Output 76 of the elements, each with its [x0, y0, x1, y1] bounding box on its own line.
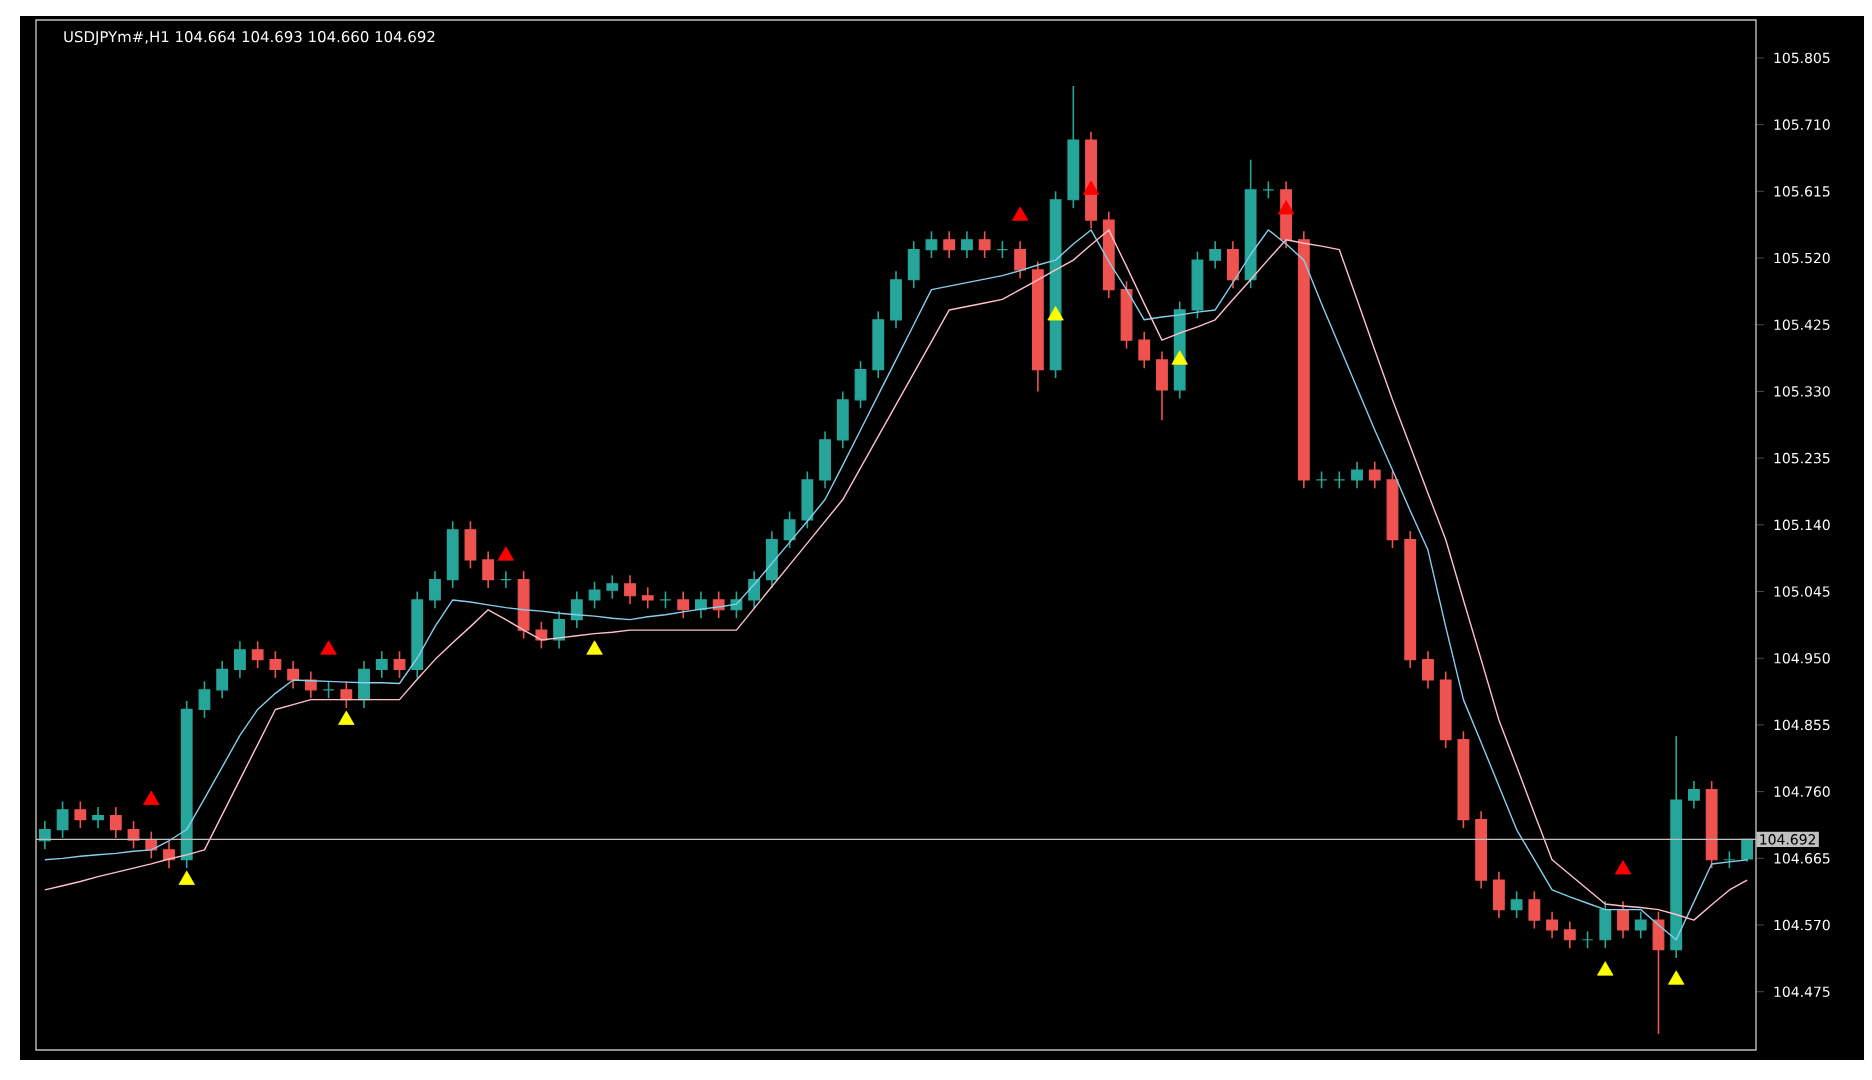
candlestick [1156, 350, 1168, 421]
point [1047, 306, 1064, 321]
candlestick [56, 800, 69, 839]
candlestick [1546, 910, 1558, 940]
candlestick [38, 820, 51, 850]
candlestick [624, 574, 636, 605]
candlestick [1563, 920, 1576, 949]
candlestick [358, 660, 370, 709]
candlestick [836, 390, 849, 450]
point [178, 870, 195, 885]
candlestick [340, 680, 353, 709]
candlestick [499, 570, 512, 589]
candlestick [890, 270, 902, 330]
candlestick [393, 650, 406, 679]
candlestick [1138, 330, 1151, 370]
candlestick [92, 806, 104, 829]
candlestick [677, 590, 690, 619]
point [497, 546, 515, 561]
point [1011, 206, 1029, 221]
candlestick [553, 610, 566, 650]
candlestick [570, 590, 583, 629]
point [586, 640, 603, 655]
candlestick [429, 570, 441, 610]
candlestick [234, 640, 246, 679]
candlestick [1617, 900, 1629, 940]
candlestick [1492, 870, 1505, 919]
candlestick [464, 520, 477, 570]
candlestick [819, 430, 831, 490]
candlestick [943, 230, 956, 259]
candlestick [907, 240, 920, 289]
candlestick [1634, 910, 1647, 940]
candlestick [961, 230, 973, 259]
candlestick [1688, 780, 1700, 810]
candlestick [251, 640, 264, 669]
candlestick [748, 570, 761, 610]
point [320, 640, 337, 655]
candlestick [925, 230, 938, 259]
candlestick [163, 840, 175, 869]
candlestick [304, 670, 317, 700]
candlestick [801, 470, 814, 530]
point [1171, 350, 1188, 365]
candlestick [269, 650, 282, 679]
candlestick [1226, 240, 1239, 289]
candlestick [1510, 890, 1523, 919]
candlestick [1351, 460, 1363, 490]
candlestick [695, 590, 707, 619]
point [143, 790, 160, 805]
candlestick [1014, 240, 1027, 280]
candlestick [375, 650, 388, 679]
point [338, 710, 355, 725]
candlestick [1368, 460, 1381, 490]
point [1668, 970, 1685, 985]
candlestick [74, 800, 87, 829]
candlestick [783, 510, 796, 549]
candlestick [535, 620, 548, 650]
candlestick [606, 574, 619, 600]
candlestick [854, 360, 867, 410]
point [1277, 200, 1295, 215]
point [1082, 180, 1100, 195]
point [1597, 961, 1614, 976]
candlestick [1528, 890, 1541, 930]
candlestick [978, 230, 991, 259]
candlestick [1422, 650, 1434, 690]
candlestick [641, 586, 654, 610]
candlestick [1652, 910, 1665, 1035]
candlestick [1209, 240, 1222, 270]
candlestick [198, 680, 211, 719]
candlestick [1333, 470, 1346, 490]
point [1614, 860, 1632, 875]
candlestick [287, 660, 300, 690]
candlestick [765, 530, 778, 589]
candlestick [482, 550, 495, 589]
candlestick [109, 806, 122, 839]
candlestick [1599, 900, 1612, 949]
candlestick [588, 580, 601, 610]
candlestick [216, 660, 229, 700]
